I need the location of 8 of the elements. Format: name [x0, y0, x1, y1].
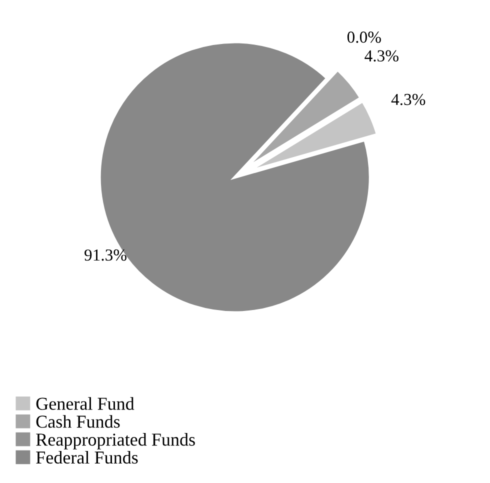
text: 0.0%	[347, 32, 381, 43]
legend-label: Federal Funds	[36, 450, 138, 464]
legend-label: Cash Funds	[36, 415, 120, 428]
data-label: 4.3%	[391, 94, 426, 106]
legend-label: General Fund	[36, 397, 134, 410]
data-label: 91.3%	[84, 249, 126, 261]
legend-label: Reappropriated Funds	[36, 433, 195, 450]
data-label: 4.3%	[364, 50, 398, 62]
